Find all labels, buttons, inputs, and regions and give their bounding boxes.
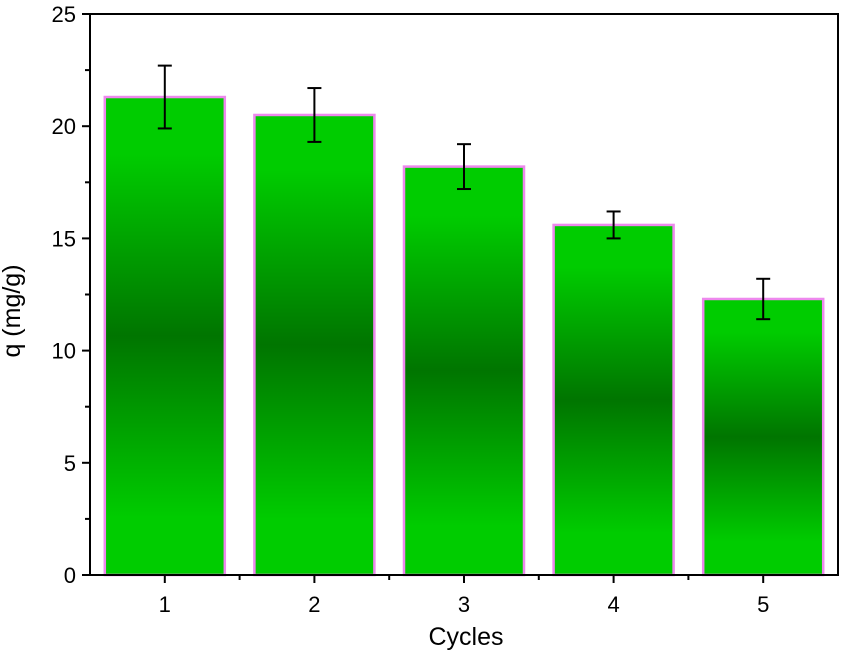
error-bar-cycle-3 [457, 143, 471, 191]
y-tick-label: 15 [52, 226, 76, 251]
bar-cycle-5 [701, 297, 825, 577]
bar-cycle-4 [552, 223, 675, 577]
error-bar-cycle-4 [606, 210, 621, 240]
error-bars-layer [157, 64, 771, 321]
y-tick-label: 20 [52, 114, 76, 139]
y-tick-label: 25 [52, 2, 76, 27]
error-bar-cycle-2 [307, 87, 322, 143]
x-tick-label: 3 [458, 592, 470, 617]
labels-layer: Cycles q (mg/g) [0, 264, 504, 651]
y-tick-label: 5 [64, 451, 76, 476]
x-tick-label: 2 [308, 592, 320, 617]
bar-cycle-3 [402, 165, 526, 577]
y-tick-label: 10 [52, 339, 76, 364]
error-bar-cycle-5 [756, 277, 771, 321]
y-axis-title: q (mg/g) [0, 264, 26, 357]
y-tick-label: 0 [64, 563, 76, 588]
bar-cycle-1 [103, 95, 227, 577]
x-tick-label: 5 [757, 592, 769, 617]
x-tick-label: 4 [607, 592, 619, 617]
x-axis-title: Cycles [428, 623, 503, 651]
axes-layer: 0 5 10 15 20 25 1 2 3 4 5 [52, 2, 839, 617]
bar-cycle-2 [253, 113, 376, 577]
x-tick-label: 1 [159, 592, 171, 617]
error-bar-cycle-1 [157, 64, 172, 130]
